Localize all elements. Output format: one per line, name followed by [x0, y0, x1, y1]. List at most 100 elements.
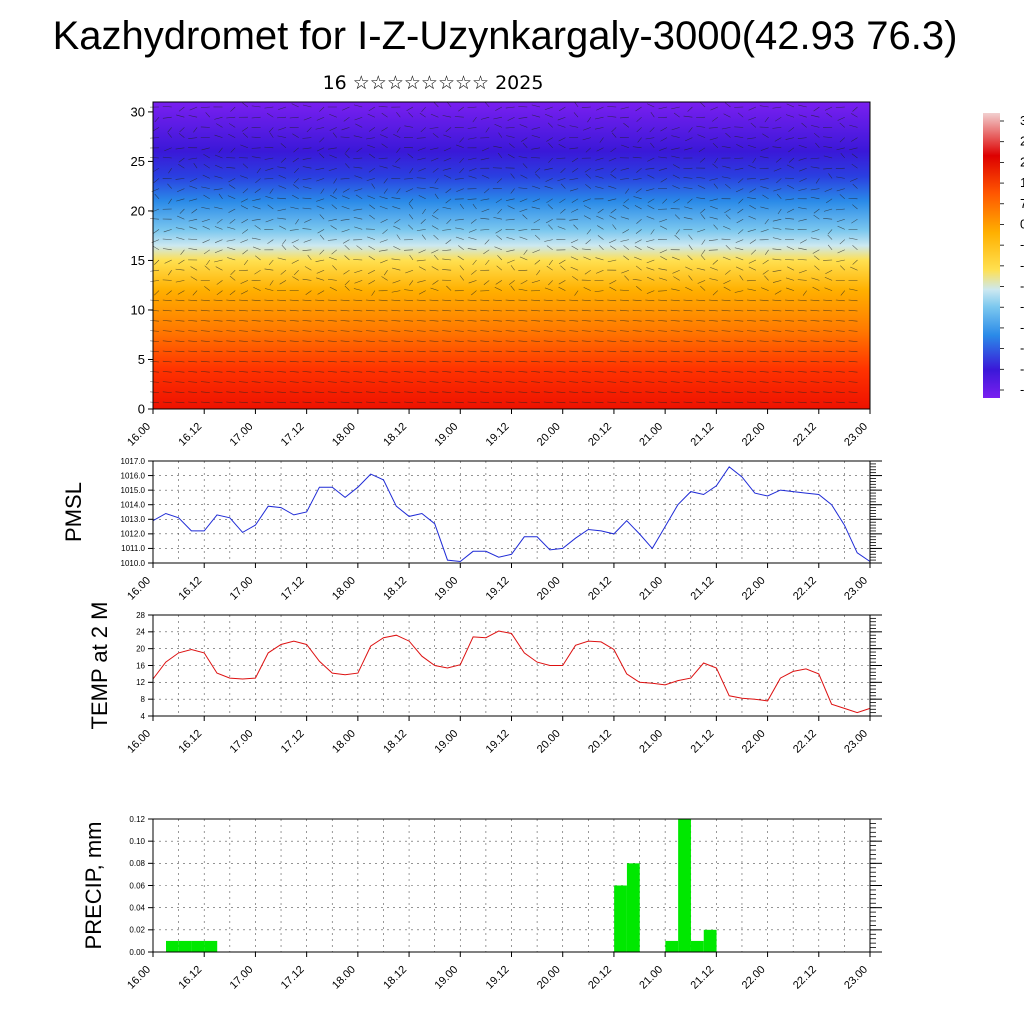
- colorbar-label: 2: [1020, 154, 1024, 169]
- y-tick-label: 0.02: [129, 926, 145, 935]
- x-tick-label: 19.00: [432, 421, 460, 449]
- colorbar-label: -: [1020, 299, 1024, 314]
- temperature-field: [153, 102, 870, 409]
- y-tick-label: 1017.0: [121, 457, 146, 466]
- pmsl-panel: 1010.0 1011.0 1012.0 1013.0 1014.0 1015.0 1016…: [61, 457, 882, 603]
- y-tick-label: 0: [138, 402, 145, 417]
- x-tick-label: 23.00: [842, 964, 870, 992]
- x-tick-label: 16.12: [176, 421, 204, 449]
- y-tick-label: 1012.0: [121, 530, 146, 539]
- y-tick-label: 0.04: [129, 903, 145, 912]
- y-tick-label: 0.06: [129, 881, 145, 890]
- temp-panel: 4 8 12 16 20 24 28 16.00 16.12 17.00 17.12 18.00 18.…: [87, 602, 882, 756]
- x-tick-label: 22.00: [740, 728, 768, 756]
- precip-bar: [178, 940, 192, 952]
- y-tick-label: 28: [136, 611, 145, 620]
- precip-bar: [665, 940, 679, 952]
- colorbar-label: -: [1020, 361, 1024, 376]
- y-tick-label: 24: [136, 628, 145, 637]
- precip-bar: [703, 929, 717, 952]
- x-tick-label: 18.12: [381, 728, 409, 756]
- precip-bar: [166, 940, 179, 952]
- x-tick-label: 18.00: [330, 421, 358, 449]
- y-tick-label: 20: [136, 644, 145, 653]
- y-axis-label: TEMP at 2 M: [87, 602, 112, 730]
- x-tick-label: 16.00: [125, 575, 153, 603]
- y-tick-label: 25: [131, 154, 145, 169]
- x-tick-label: 17.12: [279, 575, 307, 603]
- y-tick-label: 1010.0: [121, 559, 146, 568]
- x-tick-label: 17.00: [228, 964, 256, 992]
- colorbar-label: 0: [1020, 216, 1024, 231]
- x-tick-label: 17.00: [228, 575, 256, 603]
- x-tick-label: 21.00: [637, 964, 665, 992]
- colorbar-scale: [983, 113, 1000, 398]
- x-tick-label: 21.12: [689, 421, 717, 449]
- colorbar: 3 2 2 1 7 0 - - - - - - - -: [983, 113, 1024, 398]
- colorbar-label: -: [1020, 279, 1024, 294]
- y-tick-label: 0.10: [129, 837, 145, 846]
- precip-bar: [614, 885, 627, 952]
- x-tick-label: 17.00: [228, 421, 256, 449]
- x-tick-label: 19.00: [432, 575, 460, 603]
- y-tick-label: 1013.0: [121, 515, 146, 524]
- x-tick-label: 16.12: [176, 728, 204, 756]
- x-tick-label: 17.12: [279, 964, 307, 992]
- precip-bar: [204, 940, 218, 952]
- x-tick-label: 18.00: [330, 964, 358, 992]
- x-tick-label: 21.00: [637, 575, 665, 603]
- colorbar-label: -: [1020, 258, 1024, 273]
- x-tick-label: 18.00: [330, 575, 358, 603]
- colorbar-label: 1: [1020, 175, 1024, 190]
- y-tick-label: 4: [141, 712, 146, 721]
- y-tick-label: 12: [136, 678, 145, 687]
- precip-bar: [626, 863, 640, 952]
- x-tick-label: 17.12: [279, 421, 307, 449]
- x-tick-label: 16.00: [125, 728, 153, 756]
- x-tick-label: 19.12: [484, 964, 512, 992]
- y-tick-label: 1015.0: [121, 486, 146, 495]
- x-tick-label: 19.12: [484, 728, 512, 756]
- y-tick-label: 1016.0: [121, 471, 146, 480]
- chart-title: Kazhydromet for I-Z-Uzynkargaly-3000(42.…: [52, 14, 958, 58]
- x-tick-label: 16.00: [125, 964, 153, 992]
- x-tick-label: 20.12: [586, 728, 614, 756]
- x-tick-label: 18.12: [381, 575, 409, 603]
- y-tick-label: 0.12: [129, 815, 145, 824]
- x-tick-label: 20.12: [586, 964, 614, 992]
- x-tick-label: 20.12: [586, 575, 614, 603]
- y-tick-label: 1011.0: [121, 544, 145, 553]
- y-axis-label: PMSL: [61, 482, 86, 542]
- x-tick-label: 22.00: [740, 575, 768, 603]
- y-tick-label: 16: [136, 661, 145, 670]
- x-tick-label: 16.12: [176, 964, 204, 992]
- x-tick-label: 19.00: [432, 728, 460, 756]
- colorbar-label: -: [1020, 382, 1024, 397]
- x-tick-label: 22.12: [791, 964, 819, 992]
- colorbar-label: -: [1020, 237, 1024, 252]
- x-tick-label: 18.12: [381, 421, 409, 449]
- x-tick-label: 21.12: [689, 964, 717, 992]
- x-tick-label: 21.00: [637, 728, 665, 756]
- x-tick-label: 22.00: [740, 421, 768, 449]
- x-tick-label: 22.00: [740, 964, 768, 992]
- x-tick-label: 16.00: [125, 421, 153, 449]
- y-tick-label: 20: [131, 203, 145, 218]
- precip-bar: [678, 819, 691, 952]
- x-tick-label: 21.00: [637, 421, 665, 449]
- colorbar-label: 2: [1020, 134, 1024, 149]
- x-tick-label: 20.00: [535, 575, 563, 603]
- y-tick-label: 30: [131, 104, 145, 119]
- x-tick-label: 20.00: [535, 421, 563, 449]
- precip-bar: [191, 940, 205, 952]
- x-tick-label: 23.00: [842, 421, 870, 449]
- pmsl-series-line: [152, 466, 871, 563]
- colorbar-label: -: [1020, 341, 1024, 356]
- colorbar-label: 7: [1020, 196, 1024, 211]
- x-tick-label: 17.00: [228, 728, 256, 756]
- x-tick-label: 19.12: [484, 575, 512, 603]
- x-tick-label: 17.12: [279, 728, 307, 756]
- x-tick-label: 18.12: [381, 964, 409, 992]
- y-tick-label: 15: [131, 253, 145, 268]
